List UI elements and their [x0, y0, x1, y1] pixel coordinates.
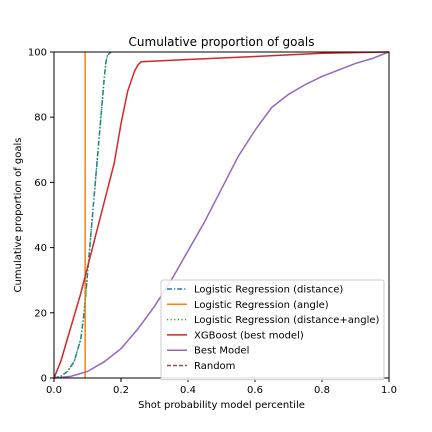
legend-entry: Logistic Regression (distance) — [194, 285, 343, 296]
y-tick-label: 0 — [41, 374, 47, 385]
legend-entry: Best Model — [194, 346, 249, 357]
y-axis-label: Cumulative proportion of goals — [13, 138, 24, 293]
legend-entry: XGBoost (best model) — [194, 330, 304, 341]
y-tick-label: 40 — [34, 243, 47, 254]
legend-entry: Logistic Regression (angle) — [194, 300, 329, 311]
legend-entry: Logistic Regression (distance+angle) — [194, 315, 379, 326]
series-line-0 — [54, 52, 111, 378]
x-tick-label: 0.2 — [113, 385, 129, 396]
x-tick-label: 0.4 — [180, 385, 196, 396]
x-tick-label: 0.8 — [314, 385, 330, 396]
y-tick-label: 60 — [34, 178, 47, 189]
legend-entry: Random — [194, 361, 235, 372]
legend: Logistic Regression (distance) Logistic R… — [161, 280, 384, 380]
x-tick-label: 1.0 — [381, 385, 397, 396]
chart-title: Cumulative proportion of goals — [129, 35, 315, 49]
y-tick-label: 100 — [28, 48, 47, 59]
y-axis-ticks: 0 20 40 60 80 100 — [28, 48, 54, 385]
y-tick-label: 80 — [34, 113, 47, 124]
x-tick-label: 0.0 — [46, 385, 62, 396]
x-tick-label: 0.6 — [247, 385, 263, 396]
x-axis-ticks: 0.0 0.2 0.4 0.6 0.8 1.0 — [46, 378, 397, 396]
x-axis-label: Shot probability model percentile — [138, 400, 305, 411]
y-tick-label: 20 — [34, 308, 47, 319]
